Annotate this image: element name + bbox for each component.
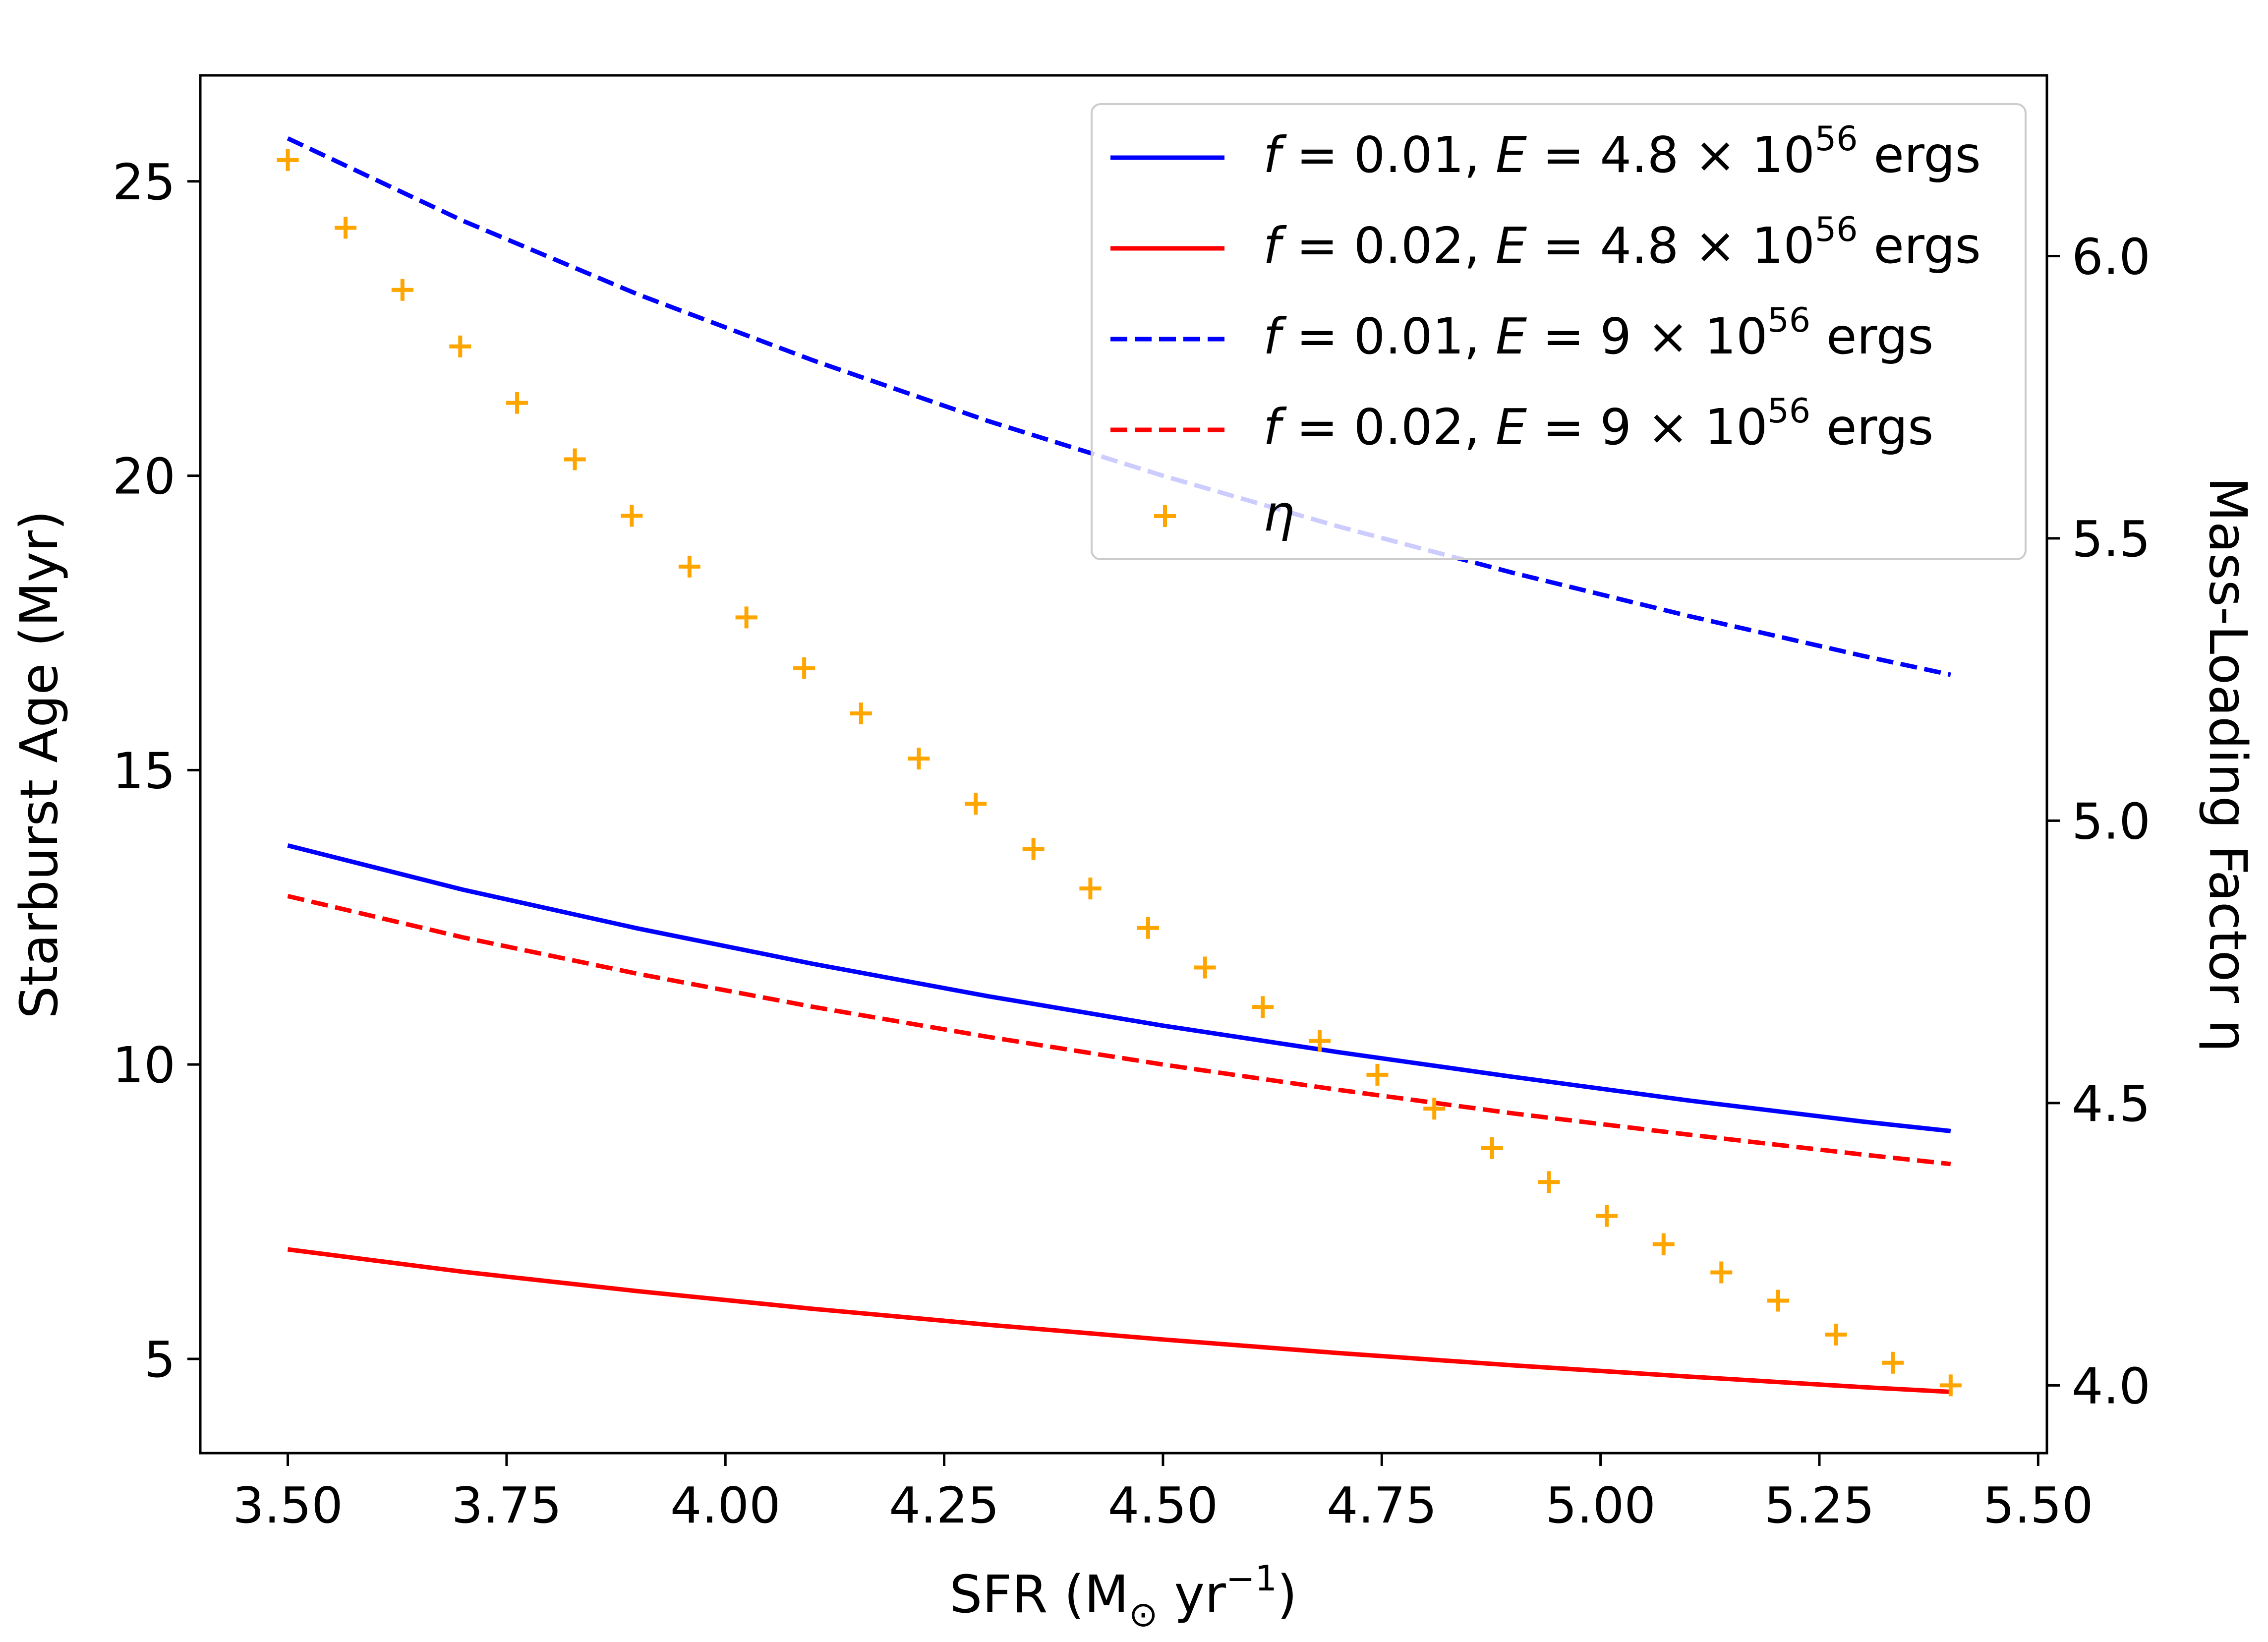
x-tick-label: 5.25 [1764, 1476, 1875, 1534]
eta-marker [678, 555, 700, 578]
eta-marker [564, 448, 586, 470]
y-tick-label: 10 [113, 1036, 175, 1094]
eta-marker [1767, 1290, 1790, 1312]
legend-entry-1: f = 0.01, E = 4.8 × 1056 ergs [1263, 119, 1981, 184]
y2-tick-label: 4.0 [2072, 1357, 2151, 1415]
y2-tick-label: 6.0 [2072, 228, 2151, 286]
y-tick-label: 20 [113, 448, 175, 506]
eta-marker [735, 606, 757, 629]
eta-marker [1882, 1351, 1904, 1374]
plot-frame [199, 74, 2048, 1455]
legend-handles [1110, 155, 1224, 527]
legend-entry-4: f = 0.02, E = 9 × 1056 ergs [1263, 392, 1933, 456]
legend-handle-marker [1154, 505, 1176, 527]
eta-marker [793, 657, 815, 679]
eta-marker [1194, 956, 1216, 979]
eta-marker [1252, 996, 1274, 1018]
y2-tick-label: 5.5 [2072, 510, 2151, 568]
y2-tick-label: 4.5 [2072, 1075, 2151, 1133]
eta-marker [335, 217, 357, 239]
eta-marker [1825, 1323, 1847, 1346]
x-tick-label: 5.00 [1545, 1476, 1656, 1534]
eta-marker [1939, 1374, 1962, 1397]
eta-marker [1137, 917, 1159, 939]
ticks-layer: 3.50 3.75 4.00 4.25 4.50 4.75 5.00 5.25 5.50 5 10 1… [113, 153, 2151, 1534]
eta-marker [277, 149, 299, 171]
series-line-2 [287, 1247, 1951, 1394]
eta-marker [621, 505, 643, 527]
eta-marker [1423, 1098, 1446, 1120]
x-tick-label: 3.50 [233, 1476, 343, 1534]
eta-marker [1308, 1030, 1331, 1052]
x-axis-title-subscript: ⊙ [1129, 1594, 1158, 1635]
legend-box [1091, 103, 2027, 560]
legend-entry-2: f = 0.02, E = 4.8 × 1056 ergs [1263, 210, 1981, 275]
eta-marker [1652, 1233, 1675, 1255]
eta-marker [1710, 1261, 1733, 1284]
x-tick-label: 4.00 [670, 1476, 781, 1534]
x-tick-label: 4.50 [1108, 1476, 1219, 1534]
eta-marker [1022, 838, 1045, 860]
y-tick-label: 25 [113, 153, 175, 211]
eta-marker [449, 335, 471, 357]
series-line-1 [287, 843, 1951, 1133]
x-axis-title: SFR (M⊙ yr−1) [949, 1558, 1297, 1635]
legend-entry-5: η [1263, 484, 1294, 542]
eta-marker [908, 748, 930, 770]
eta-marker [1596, 1205, 1618, 1227]
x-tick-label: 3.75 [452, 1476, 562, 1534]
series-line-4 [287, 894, 1951, 1167]
y-axis-title: Starburst Age (Myr) [9, 510, 69, 1018]
eta-marker [1366, 1063, 1389, 1086]
legend-entry-3: f = 0.01, E = 9 × 1056 ergs [1263, 301, 1933, 365]
y-tick-label: 5 [144, 1331, 175, 1389]
x-axis-title-superscript: −1 [1226, 1558, 1277, 1599]
y-tick-label: 15 [113, 742, 175, 800]
y2-tick-label: 5.0 [2072, 792, 2151, 850]
eta-marker [391, 279, 413, 301]
eta-marker [506, 392, 528, 414]
eta-marker [1079, 878, 1102, 900]
x-tick-label: 4.25 [889, 1476, 999, 1534]
legend: f = 0.01, E = 4.8 × 1056 ergs f = 0.02, … [1091, 103, 2027, 560]
y2-axis-title: Mass-Loading Factor η [2198, 477, 2258, 1052]
eta-marker [1538, 1171, 1560, 1193]
x-tick-label: 5.50 [1983, 1476, 2094, 1534]
eta-marker [1481, 1137, 1503, 1159]
eta-marker [850, 703, 872, 724]
x-tick-label: 4.75 [1327, 1476, 1437, 1534]
eta-marker [965, 793, 987, 815]
